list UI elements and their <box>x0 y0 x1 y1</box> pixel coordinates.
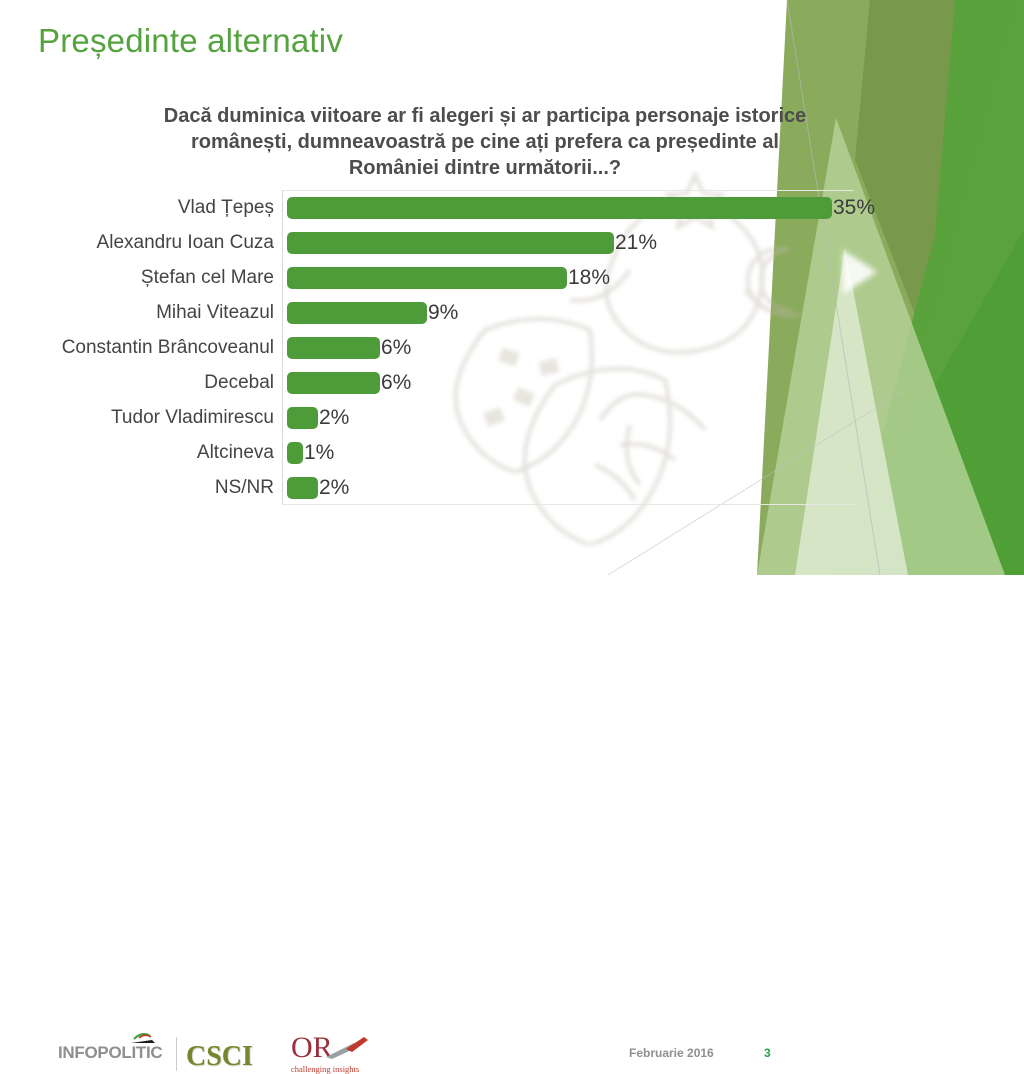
plot-area-bottom-border <box>282 504 854 505</box>
bar <box>287 336 380 359</box>
bar-value: 2% <box>319 405 350 429</box>
bar-value: 2% <box>319 475 350 499</box>
or-logo: OR challenging insights <box>291 1033 368 1074</box>
plot-area-top-border <box>282 190 854 191</box>
slide-date: Februarie 2016 <box>629 1046 714 1060</box>
bar-label: Mihai Viteazul <box>156 301 274 323</box>
bar-value: 6% <box>381 370 412 394</box>
bar-label: NS/NR <box>214 476 274 498</box>
bar-track: 2% <box>284 476 872 500</box>
chart-bar-row: Ștefan cel Mare 18% <box>42 260 872 295</box>
chart-bar-row: Altcineva 1% <box>42 435 872 470</box>
bar-track: 6% <box>284 371 872 395</box>
bar-track: 21% <box>284 231 872 255</box>
infopolitic-logo-icon <box>130 1030 156 1050</box>
chart-bar-row: Vlad Țepeș 35% <box>42 190 875 225</box>
bar-label: Tudor Vladimirescu <box>111 406 274 428</box>
bar <box>287 301 427 324</box>
bar-track: 35% <box>284 196 875 220</box>
slide-page-number: 3 <box>764 1046 771 1060</box>
bar-value: 6% <box>381 335 412 359</box>
bar-value: 35% <box>833 195 876 219</box>
bar-track: 1% <box>284 441 872 465</box>
bar-chart: Vlad Țepeș 35% Alexandru Ioan Cuza 21% Ș… <box>42 190 875 505</box>
category-axis-line <box>282 190 283 505</box>
survey-question: Dacă duminica viitoare ar fi alegeri și … <box>135 103 835 181</box>
slide-content: Președinte alternativ Dacă duminica viit… <box>0 22 1024 1074</box>
bar-track: 6% <box>284 336 872 360</box>
survey-question-line-3: României dintre următorii...? <box>348 157 622 179</box>
page-title: Președinte alternativ <box>38 22 344 59</box>
chart-bar-row: Decebal 6% <box>42 365 872 400</box>
bar <box>287 371 380 394</box>
bar-label: Vlad Țepeș <box>177 196 274 218</box>
bar-track: 9% <box>284 301 872 325</box>
chart-bar-row: Tudor Vladimirescu 2% <box>42 400 872 435</box>
csci-logo: CSCI <box>186 1041 253 1072</box>
bar-value: 9% <box>428 300 459 324</box>
bar-label: Altcineva <box>196 441 274 463</box>
bar-value: 18% <box>568 265 611 289</box>
bar-label: Ștefan cel Mare <box>140 266 274 288</box>
footer: INFOPOLITIC CSCI OR challenging insights… <box>0 515 1024 1074</box>
chart-bar-row: Constantin Brâncoveanul 6% <box>42 330 872 365</box>
bar <box>287 476 318 499</box>
or-logo-arrow-icon <box>324 1035 370 1066</box>
bar <box>287 196 832 219</box>
chart-rows: Vlad Țepeș 35% Alexandru Ioan Cuza 21% Ș… <box>42 190 875 505</box>
infopolitic-logo: INFOPOLITIC <box>58 1033 163 1063</box>
bar-label: Constantin Brâncoveanul <box>61 336 274 358</box>
bar-value: 21% <box>615 230 658 254</box>
chart-bar-row: Alexandru Ioan Cuza 21% <box>42 225 872 260</box>
chart-bar-row: NS/NR 2% <box>42 470 872 505</box>
bar-label: Alexandru Ioan Cuza <box>96 231 274 253</box>
bar <box>287 406 318 429</box>
bar-label: Decebal <box>204 371 274 393</box>
survey-question-line-1: Dacă duminica viitoare ar fi alegeri și … <box>163 105 807 127</box>
survey-question-line-2: românești, dumneavoastră pe cine ați pre… <box>190 131 779 153</box>
chart-bar-row: Mihai Viteazul 9% <box>42 295 872 330</box>
bar-track: 2% <box>284 406 872 430</box>
bar-track: 18% <box>284 266 872 290</box>
bar-value: 1% <box>304 440 335 464</box>
bar <box>287 266 567 289</box>
bar <box>287 231 614 254</box>
footer-logo-divider <box>176 1037 177 1071</box>
bar <box>287 441 303 464</box>
